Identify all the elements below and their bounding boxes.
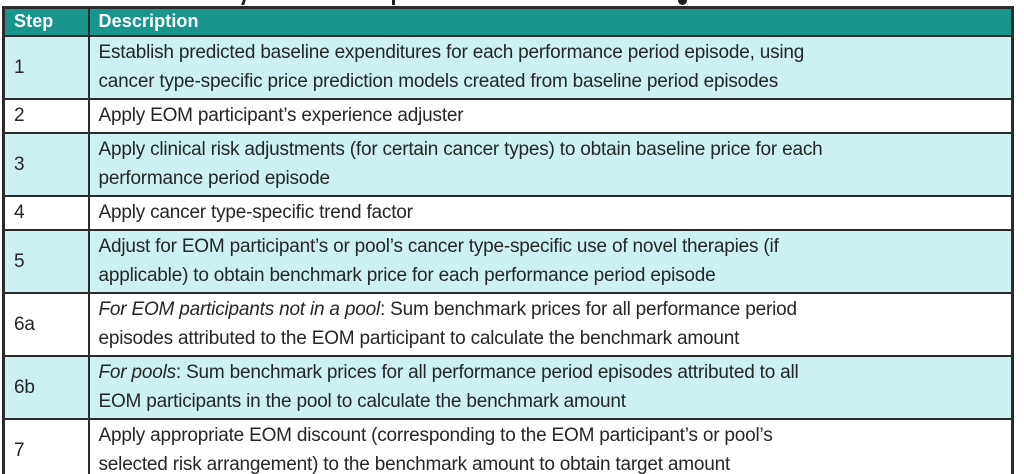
description-text: Apply clinical risk adjustments (for cer… — [98, 139, 823, 189]
description-text: Apply cancer type-specific trend factor — [98, 202, 413, 223]
table-row-step-5: 5 Adjust for EOM participant’s or pool’s… — [2, 229, 1014, 294]
description-text: : Sum benchmark prices for all performan… — [98, 362, 799, 412]
step-cell: 4 — [2, 195, 90, 231]
header-cell-step: Step — [2, 6, 90, 37]
header-cell-description: Description — [87, 6, 1014, 37]
step-cell: 5 — [2, 229, 90, 294]
description-cell: Establish predicted baseline expenditure… — [87, 35, 1014, 100]
italic-lead-in: For EOM participants not in a pool — [98, 299, 381, 320]
step-cell: 6b — [2, 355, 90, 420]
description-cell: Apply appropriate EOM discount (correspo… — [87, 418, 1014, 474]
step-cell: 6a — [2, 292, 90, 357]
step-cell: 2 — [2, 98, 90, 134]
description-text: Apply appropriate EOM discount (correspo… — [98, 425, 773, 474]
description-text: Establish predicted baseline expenditure… — [98, 42, 805, 92]
description-cell: Apply EOM participant’s experience adjus… — [87, 98, 1014, 134]
table-row-step-6a: 6a For EOM participants not in a pool: S… — [2, 292, 1014, 357]
description-cell: For EOM participants not in a pool: Sum … — [87, 292, 1014, 357]
description-cell: Adjust for EOM participant’s or pool’s c… — [87, 229, 1014, 294]
description-text: Apply EOM participant’s experience adjus… — [98, 105, 464, 126]
step-cell: 1 — [2, 35, 90, 100]
table-row-step-1: 1 Establish predicted baseline expenditu… — [2, 35, 1014, 100]
description-cell: Apply cancer type-specific trend factor — [87, 195, 1014, 231]
description-text: Adjust for EOM participant’s or pool’s c… — [98, 236, 779, 286]
table-row-step-4: 4 Apply cancer type-specific trend facto… — [2, 195, 1014, 231]
table-row-step-6b: 6b For pools: Sum benchmark prices for a… — [2, 355, 1014, 420]
description-cell: Apply clinical risk adjustments (for cer… — [87, 132, 1014, 197]
description-text: : Sum benchmark prices for all performan… — [98, 299, 798, 349]
step-cell: 7 — [2, 418, 90, 474]
letter-descender-fragment — [392, 0, 395, 5]
cropped-title-remnant — [0, 0, 1024, 6]
table-row-step-2: 2 Apply EOM participant’s experience adj… — [2, 98, 1014, 134]
letter-descender-fragment — [241, 0, 246, 5]
description-cell: For pools: Sum benchmark prices for all … — [87, 355, 1014, 420]
table-row-step-7: 7 Apply appropriate EOM discount (corres… — [2, 418, 1014, 474]
eom-benchmark-steps-table: Step Description 1 Establish predicted b… — [2, 6, 1014, 474]
italic-lead-in: For pools — [98, 362, 177, 383]
step-cell: 3 — [2, 132, 90, 197]
table-header-row: Step Description — [2, 6, 1014, 37]
letter-descender-fragment — [678, 0, 687, 5]
table-row-step-3: 3 Apply clinical risk adjustments (for c… — [2, 132, 1014, 197]
